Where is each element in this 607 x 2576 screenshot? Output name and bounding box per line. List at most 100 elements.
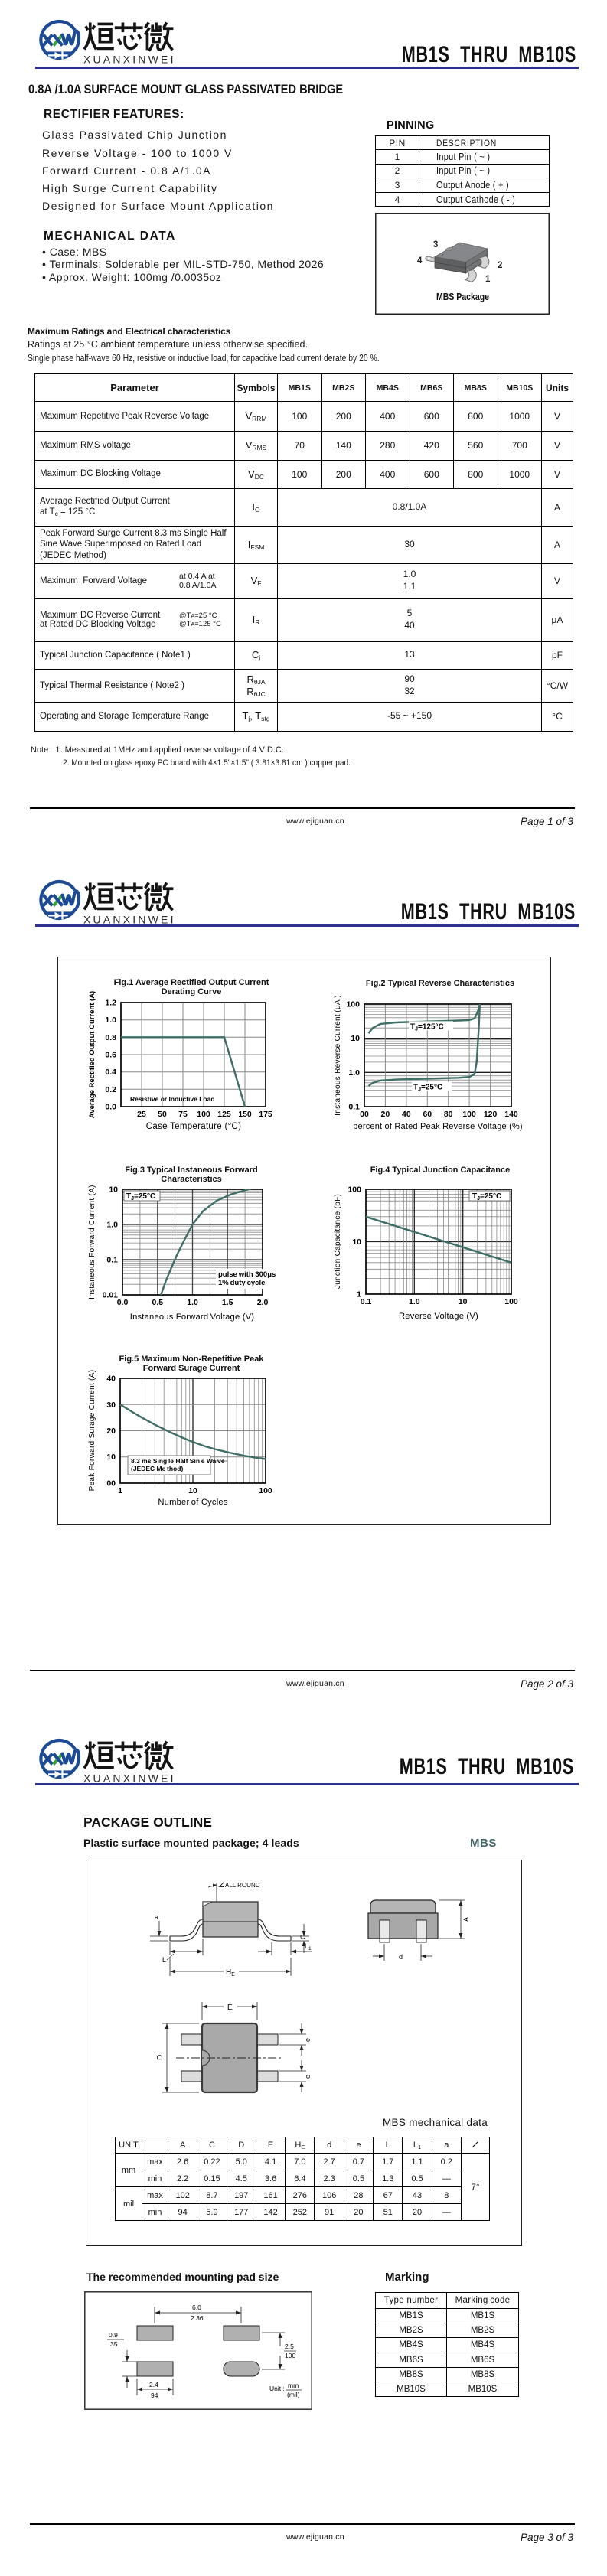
svg-text:L: L: [162, 1956, 166, 1964]
svg-text:XUANXINWEI: XUANXINWEI: [83, 1772, 176, 1785]
svg-text:140: 140: [504, 1110, 518, 1119]
svg-text:0.0: 0.0: [105, 1103, 116, 1112]
svg-text:40: 40: [106, 1374, 116, 1384]
svg-text:80: 80: [444, 1110, 453, 1119]
svg-text:percent of Rated Peak Reverse: percent of Rated Peak Reverse Voltage (%…: [353, 1122, 523, 1131]
svg-text:1.2: 1.2: [105, 999, 116, 1008]
svg-text:35: 35: [110, 2340, 118, 2348]
svg-text:A: A: [462, 1917, 470, 1922]
svg-text:D: D: [156, 2055, 165, 2060]
svg-text:100: 100: [259, 1486, 272, 1495]
svg-text:Average Rectified Output Curre: Average Rectified Output Current (A): [88, 991, 96, 1118]
svg-text:10: 10: [109, 1185, 118, 1195]
svg-text:2: 2: [498, 261, 502, 270]
svg-text:(mil): (mil): [287, 2391, 300, 2398]
svg-text:10: 10: [188, 1486, 197, 1495]
svg-text:TJ=125°C: TJ=125°C: [410, 1022, 444, 1032]
svg-text:0.1: 0.1: [348, 1103, 360, 1112]
svg-text:00: 00: [360, 1110, 369, 1119]
svg-text:TJ=25°C: TJ=25°C: [126, 1192, 155, 1202]
svg-text:Unit :: Unit :: [269, 2385, 285, 2392]
svg-text:(JEDEC Me thod): (JEDEC Me thod): [131, 1465, 183, 1472]
svg-text:a: a: [155, 1913, 158, 1921]
svg-text:50: 50: [158, 1110, 167, 1119]
svg-text:MBS Package: MBS Package: [436, 291, 489, 302]
svg-text:0.1: 0.1: [361, 1297, 372, 1306]
svg-text:25: 25: [137, 1110, 146, 1119]
svg-text:100: 100: [348, 1185, 361, 1195]
svg-text:2.5: 2.5: [285, 2343, 294, 2350]
svg-text:1% duty cycle: 1% duty cycle: [218, 1279, 265, 1287]
svg-text:120: 120: [484, 1110, 498, 1119]
svg-text:100: 100: [285, 2352, 295, 2359]
svg-text:0.2: 0.2: [105, 1085, 116, 1094]
svg-text:125: 125: [217, 1110, 231, 1119]
svg-text:150: 150: [238, 1110, 252, 1119]
svg-text:10: 10: [106, 1453, 116, 1462]
svg-text:100: 100: [197, 1110, 210, 1119]
svg-text:0.9: 0.9: [109, 2331, 118, 2339]
svg-text:1.0: 1.0: [105, 1016, 116, 1025]
svg-text:Instaneous Forward Current (A): Instaneous Forward Current (A): [88, 1185, 96, 1299]
svg-text:1: 1: [118, 1486, 122, 1495]
svg-text:1.5: 1.5: [222, 1298, 233, 1307]
svg-text:ALL ROUND: ALL ROUND: [225, 1882, 260, 1889]
svg-text:1: 1: [485, 275, 491, 284]
svg-text:1.0: 1.0: [409, 1297, 420, 1306]
svg-text:C: C: [299, 1934, 307, 1939]
svg-text:Reverse Voltage (V): Reverse Voltage (V): [399, 1312, 478, 1321]
svg-text:100: 100: [462, 1110, 476, 1119]
svg-text:30: 30: [106, 1400, 116, 1410]
svg-text:XUANXINWEI: XUANXINWEI: [83, 54, 176, 66]
svg-text:2 36: 2 36: [191, 2314, 204, 2322]
svg-text:TJ=25°C: TJ=25°C: [472, 1192, 501, 1202]
svg-text:d: d: [399, 1953, 403, 1961]
svg-text:75: 75: [178, 1110, 188, 1119]
svg-text:94: 94: [151, 2392, 158, 2399]
svg-text:Case Temperature (°C): Case Temperature (°C): [146, 1122, 241, 1131]
svg-text:0.4: 0.4: [105, 1068, 116, 1077]
svg-text:E: E: [227, 2004, 233, 2012]
svg-text:4: 4: [417, 256, 423, 266]
svg-text:2.4: 2.4: [149, 2381, 158, 2389]
svg-text:0.5: 0.5: [152, 1298, 163, 1307]
svg-text:2.0: 2.0: [257, 1298, 269, 1307]
svg-text:0.8: 0.8: [105, 1033, 116, 1042]
svg-text:1.0: 1.0: [348, 1068, 360, 1078]
svg-text:00: 00: [106, 1479, 116, 1489]
svg-text:Instaneous Reverse Current (μA: Instaneous Reverse Current (μA ): [334, 995, 342, 1116]
svg-text:8.3 ms Sing le Half Sin e Wa v: 8.3 ms Sing le Half Sin e Wa ve: [131, 1457, 225, 1465]
svg-text:0.0: 0.0: [117, 1298, 129, 1307]
svg-text:pulse with 300μs: pulse with 300μs: [218, 1270, 276, 1279]
svg-text:Junction Capacitance (pF): Junction Capacitance (pF): [334, 1194, 342, 1289]
svg-text:1.0: 1.0: [187, 1298, 198, 1307]
svg-text:3: 3: [433, 240, 438, 249]
svg-text:Peak Forward Surage Current (A: Peak Forward Surage Current (A): [88, 1370, 96, 1492]
svg-text:Resistive or Inductive Load: Resistive or Inductive Load: [130, 1095, 215, 1103]
svg-text:20: 20: [106, 1427, 116, 1436]
svg-text:1: 1: [357, 1290, 361, 1299]
svg-text:HE: HE: [226, 1968, 235, 1978]
svg-text:1.0: 1.0: [106, 1221, 118, 1230]
svg-text:mm: mm: [288, 2382, 299, 2389]
svg-text:e: e: [304, 2038, 312, 2042]
svg-text:40: 40: [402, 1110, 411, 1119]
svg-text:10: 10: [352, 1237, 361, 1247]
svg-text:XUANXINWEI: XUANXINWEI: [83, 914, 176, 926]
svg-text:60: 60: [423, 1110, 432, 1119]
svg-text:Number of Cycles: Number of Cycles: [158, 1498, 227, 1507]
svg-text:TJ=25°C: TJ=25°C: [413, 1084, 442, 1093]
svg-text:6.0: 6.0: [192, 2304, 201, 2311]
svg-text:0.01: 0.01: [103, 1291, 119, 1300]
svg-text:10: 10: [351, 1034, 360, 1043]
svg-text:0.1: 0.1: [106, 1256, 118, 1265]
svg-text:100: 100: [346, 1000, 360, 1009]
svg-text:L1: L1: [305, 1942, 312, 1952]
svg-text:100: 100: [504, 1297, 518, 1306]
svg-text:0.6: 0.6: [105, 1051, 116, 1060]
svg-text:Instaneous Forward Voltage (V): Instaneous Forward Voltage (V): [130, 1312, 255, 1322]
svg-text:e: e: [304, 2075, 312, 2079]
svg-text:20: 20: [381, 1110, 390, 1119]
svg-text:10: 10: [459, 1297, 468, 1306]
svg-text:175: 175: [259, 1110, 272, 1119]
